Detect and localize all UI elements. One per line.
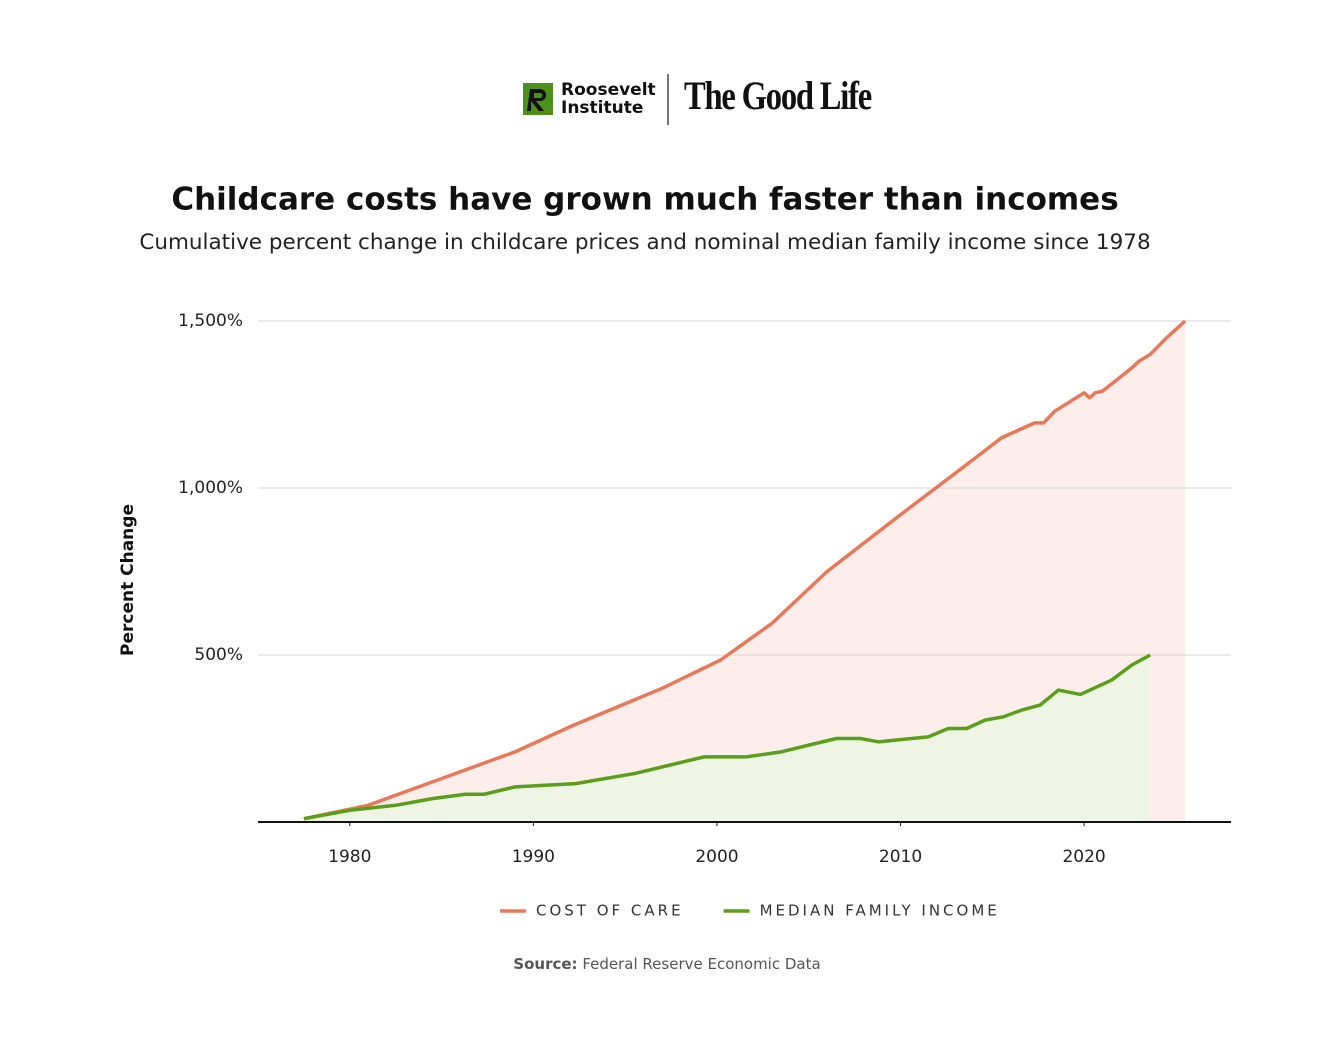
x-tick-label: 2020 <box>1062 847 1105 867</box>
x-tick-label: 1990 <box>512 847 555 867</box>
brand: The Good Life <box>684 73 872 118</box>
logo-text: Roosevelt <box>561 80 656 100</box>
y-tick-label: 1,000% <box>178 478 243 498</box>
chart-subtitle: Cumulative percent change in childcare p… <box>139 230 1150 255</box>
source-text: Federal Reserve Economic Data <box>582 955 820 973</box>
logo-text: Institute <box>561 98 643 118</box>
x-tick-label: 2000 <box>695 847 738 867</box>
area <box>303 321 1186 822</box>
legend-label: COST OF CARE <box>536 902 684 920</box>
area <box>303 655 1151 822</box>
source-label: Source: <box>513 955 577 973</box>
line <box>303 653 1152 821</box>
y-axis-label: Percent Change <box>118 504 138 656</box>
x-tick-label: 1980 <box>328 847 371 867</box>
logo-letter <box>527 89 546 111</box>
line <box>303 319 1187 821</box>
y-tick-label: 500% <box>194 645 243 665</box>
source: Source: Federal Reserve Economic Data <box>513 955 820 973</box>
chart-title: Childcare costs have grown much faster t… <box>171 182 1118 218</box>
x-tick-label: 2010 <box>879 847 922 867</box>
y-tick-label: 1,500% <box>178 311 243 331</box>
legend-label: MEDIAN FAMILY INCOME <box>760 902 1000 920</box>
